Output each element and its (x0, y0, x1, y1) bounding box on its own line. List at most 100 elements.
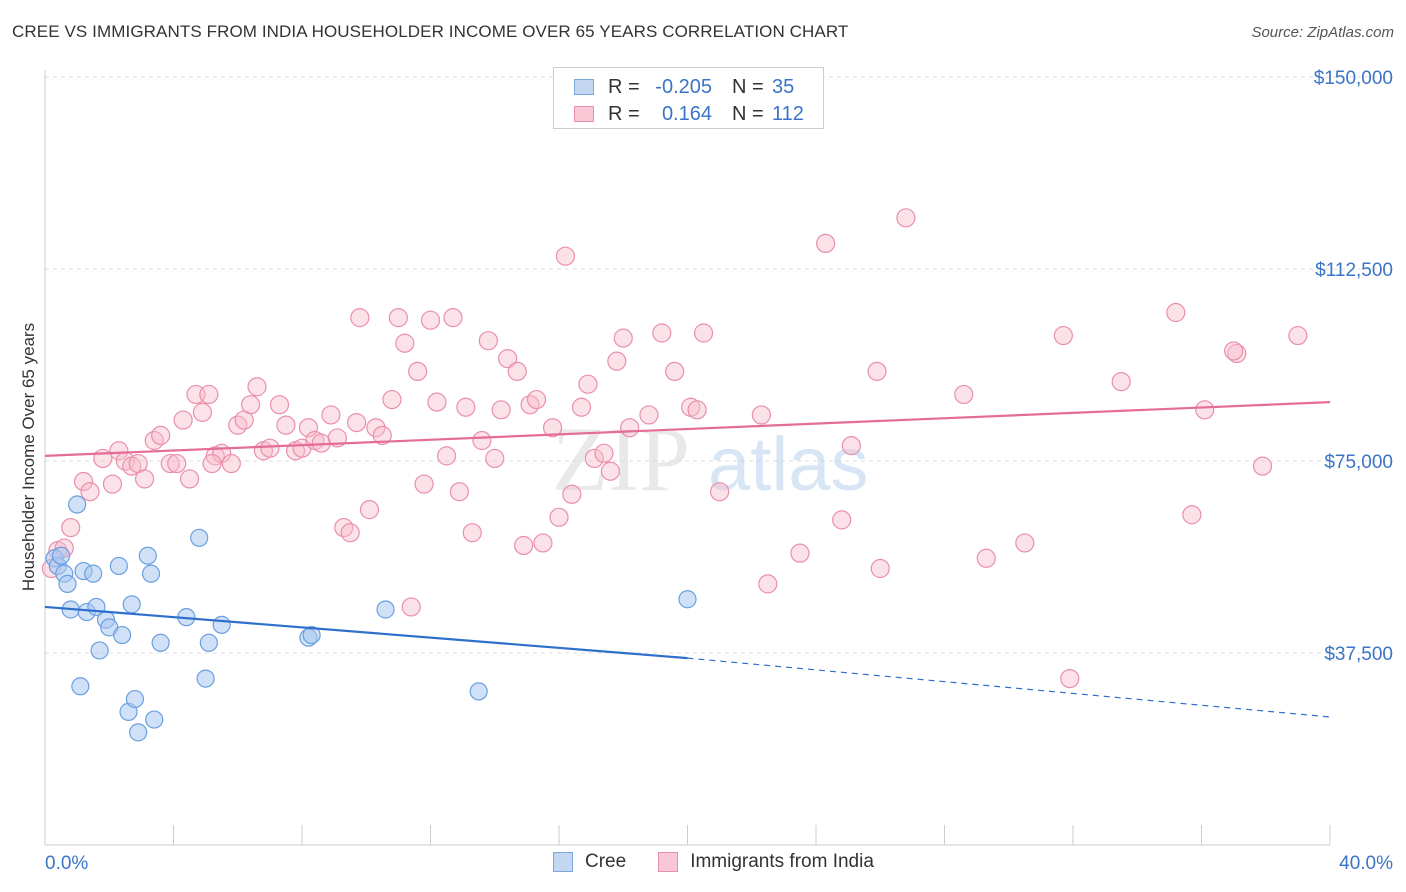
chart-title: CREE VS IMMIGRANTS FROM INDIA HOUSEHOLDE… (12, 22, 849, 41)
india-point-18 (179, 469, 200, 489)
cree-point-26 (196, 669, 215, 688)
india-point-45 (366, 418, 386, 438)
y-tick-label-2: $112,500 (1315, 260, 1393, 281)
india-point-46 (372, 425, 392, 445)
india-point-25 (228, 415, 248, 435)
cree-swatch (574, 79, 594, 95)
india-point-41 (340, 523, 360, 543)
india-swatch (574, 106, 594, 122)
india-point-54 (427, 392, 447, 412)
india-point-77 (594, 443, 614, 463)
india-point-110 (1224, 341, 1244, 361)
india-point-63 (491, 400, 511, 420)
india-point-47 (382, 389, 402, 410)
gridlines (45, 76, 1395, 654)
cree-point-9 (84, 564, 103, 583)
cree-point-14 (109, 556, 128, 576)
india-point-84 (665, 361, 685, 381)
india-point-105 (1182, 505, 1202, 525)
india-point-88 (710, 482, 730, 502)
india-point-8 (109, 441, 129, 461)
cree-r-label: R = (608, 75, 640, 98)
cree-point-31 (376, 600, 395, 619)
india-point-76 (584, 448, 604, 469)
india-point-111 (202, 453, 222, 474)
india-point-59 (462, 523, 482, 543)
india-point-93 (832, 510, 852, 530)
india-point-5 (80, 482, 100, 502)
india-point-20 (192, 402, 213, 422)
cree-point-11 (90, 641, 109, 660)
india-point-32 (276, 415, 296, 435)
india-point-97 (896, 208, 916, 228)
india-point-107 (1227, 343, 1247, 364)
india-point-101 (1053, 325, 1073, 346)
india-point-64 (498, 349, 518, 369)
cree-point-33 (678, 590, 697, 609)
india-point-52 (414, 474, 434, 494)
cree-point-34 (51, 546, 71, 565)
cree-point-19 (129, 723, 148, 742)
india-point-109 (1288, 325, 1308, 346)
india-n-label: N = (732, 102, 764, 125)
india-point-94 (841, 436, 861, 456)
india-point-60 (472, 430, 492, 451)
india-point-51 (408, 361, 428, 381)
india-point-31 (269, 395, 290, 415)
cree-point-21 (145, 710, 164, 729)
india-point-61 (478, 331, 498, 351)
india-point-15 (160, 453, 180, 474)
cree-trend-line (44, 605, 688, 660)
india-point-91 (790, 543, 810, 563)
india-point-44 (359, 500, 380, 520)
cree-point-32 (469, 682, 488, 701)
india-trend-line (44, 401, 1331, 457)
india-point-21 (199, 384, 219, 405)
india-point-4 (73, 471, 94, 492)
india-point-50 (401, 597, 421, 617)
legend-india-label: Immigrants from India (690, 851, 874, 872)
india-point-58 (456, 397, 476, 417)
cree-point-18 (125, 689, 145, 709)
cree-point-27 (199, 633, 218, 652)
india-point-65 (507, 361, 527, 381)
cree-n-value: 35 (772, 75, 795, 98)
india-point-71 (549, 507, 569, 527)
y-axis-label: Householder Income Over 65 years (19, 323, 38, 591)
india-point-57 (449, 482, 470, 502)
india-point-69 (533, 533, 553, 553)
india-point-67 (520, 395, 540, 415)
india-point-86 (687, 400, 707, 420)
india-point-98 (954, 384, 974, 405)
india-point-90 (758, 574, 778, 594)
cree-r-value: -0.205 (655, 75, 712, 98)
india-point-72 (555, 246, 576, 266)
stats-legend: R = -0.205 N = 35 R = 0.164 N = 112 (553, 67, 824, 129)
india-point-78 (600, 461, 621, 481)
india-point-74 (571, 397, 592, 417)
india-r-label: R = (608, 102, 640, 125)
cree-point-22 (141, 564, 161, 583)
cree-point-23 (151, 633, 170, 652)
cree-point-17 (122, 595, 141, 614)
india-point-102 (1060, 668, 1080, 689)
india-point-13 (144, 430, 164, 451)
india-point-30 (260, 438, 280, 458)
cree-point-30 (302, 625, 321, 645)
india-point-75 (578, 374, 598, 394)
cree-points (45, 495, 697, 742)
india-point-81 (620, 418, 640, 438)
india-point-66 (514, 535, 534, 556)
india-r-value: 0.164 (661, 102, 712, 125)
india-point-17 (173, 410, 193, 430)
india-point-3 (61, 517, 81, 538)
india-point-49 (395, 333, 415, 353)
india-point-68 (526, 389, 547, 410)
watermark-atlas: atlas (708, 422, 869, 507)
cree-n-label: N = (732, 75, 764, 98)
india-point-42 (347, 413, 367, 433)
india-point-48 (388, 308, 408, 328)
india-point-24 (221, 453, 241, 474)
india-point-14 (151, 425, 171, 445)
